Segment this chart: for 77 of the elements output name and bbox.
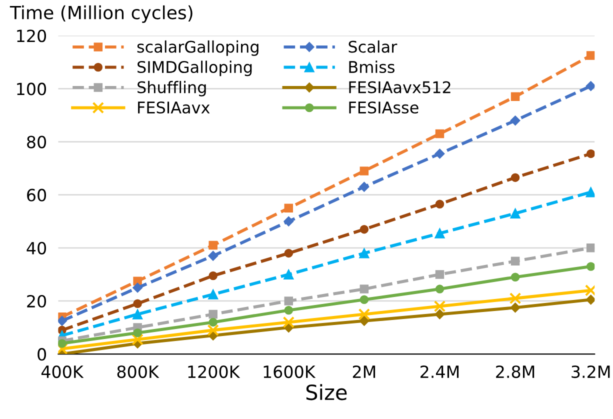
point bbox=[208, 250, 218, 261]
point bbox=[510, 208, 520, 218]
y-tick-label: 80 bbox=[27, 136, 46, 148]
point bbox=[434, 309, 445, 320]
point bbox=[208, 240, 218, 250]
point bbox=[586, 262, 595, 271]
point bbox=[284, 216, 294, 226]
point bbox=[208, 318, 218, 327]
point bbox=[359, 182, 370, 192]
x-axis-title: Size bbox=[306, 384, 347, 400]
x-tick-label: 2.8M bbox=[496, 365, 534, 378]
point bbox=[509, 292, 522, 304]
point bbox=[510, 302, 520, 313]
point bbox=[360, 224, 369, 234]
point bbox=[435, 284, 444, 294]
x-tick-label: 3.2M bbox=[572, 365, 610, 378]
legend-label: Scalar bbox=[348, 40, 398, 53]
point bbox=[586, 51, 595, 60]
y-tick-label: 120 bbox=[17, 30, 46, 42]
point bbox=[133, 328, 142, 338]
point bbox=[132, 334, 144, 346]
x-tick-label: 2M bbox=[352, 365, 376, 378]
point bbox=[133, 299, 142, 308]
point bbox=[586, 149, 595, 158]
point bbox=[358, 308, 370, 320]
x-tick-label: 800K bbox=[117, 365, 160, 378]
point bbox=[586, 294, 595, 305]
point bbox=[586, 187, 595, 198]
point bbox=[132, 309, 143, 320]
y-tick-label: 40 bbox=[26, 242, 46, 254]
point bbox=[284, 269, 294, 280]
x-tick-label: 2.4M bbox=[420, 365, 459, 378]
legend-label: Bmiss bbox=[349, 60, 394, 74]
point bbox=[586, 81, 595, 92]
x-tick-label: 1200K bbox=[188, 365, 240, 378]
point bbox=[586, 244, 595, 252]
point bbox=[434, 228, 445, 238]
point bbox=[360, 284, 369, 294]
point bbox=[510, 116, 520, 126]
point bbox=[282, 316, 295, 328]
point bbox=[284, 248, 294, 258]
legend-label: scalarGalloping bbox=[137, 40, 258, 56]
point bbox=[58, 316, 67, 326]
point bbox=[208, 289, 218, 300]
point bbox=[359, 248, 370, 258]
legend-label: FESIAavx bbox=[138, 101, 210, 114]
point bbox=[284, 204, 294, 212]
y-tick-label: 20 bbox=[27, 294, 46, 308]
point bbox=[434, 300, 446, 312]
x-tick-label: 1600K bbox=[264, 365, 316, 378]
point bbox=[284, 306, 294, 315]
point bbox=[510, 272, 520, 282]
point bbox=[510, 256, 520, 266]
point bbox=[359, 316, 370, 326]
y-tick-label: 60 bbox=[27, 188, 46, 202]
point bbox=[510, 92, 520, 102]
point bbox=[207, 324, 220, 336]
point bbox=[434, 148, 445, 159]
point bbox=[360, 295, 369, 304]
legend-label: FESIAsse bbox=[349, 101, 418, 114]
point bbox=[435, 200, 444, 208]
y-axis-title: Time (Million cycles) bbox=[10, 5, 192, 23]
x-tick-label: 400K bbox=[41, 365, 84, 378]
legend-label: FESIAavx512 bbox=[349, 81, 450, 94]
point bbox=[208, 271, 218, 280]
point bbox=[510, 173, 520, 182]
y-tick-label: 0 bbox=[38, 348, 46, 361]
point bbox=[284, 296, 294, 306]
point bbox=[132, 282, 143, 293]
legend-label: SIMDGalloping bbox=[138, 60, 252, 76]
legend-label: Shuffling bbox=[138, 80, 206, 96]
point bbox=[208, 310, 218, 319]
point bbox=[435, 129, 444, 138]
point bbox=[58, 339, 66, 348]
point bbox=[435, 270, 444, 279]
point bbox=[360, 166, 369, 176]
y-tick-label: 100 bbox=[17, 82, 46, 96]
